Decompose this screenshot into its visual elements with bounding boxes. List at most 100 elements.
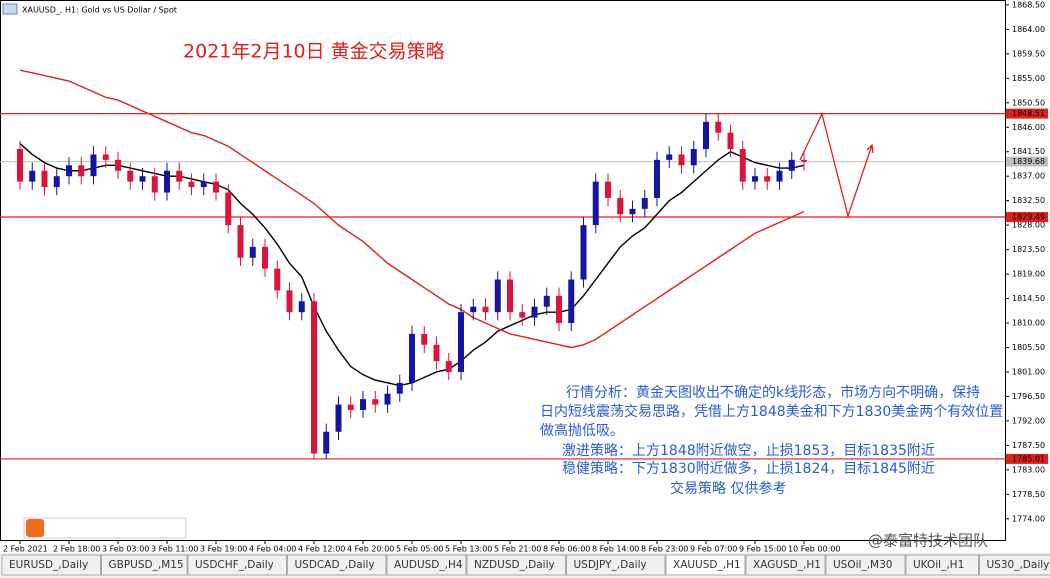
candle-body bbox=[323, 431, 330, 454]
tab bbox=[466, 554, 566, 576]
projection-arrows bbox=[799, 112, 874, 219]
watermark: @泰富特技术团队 bbox=[868, 532, 988, 550]
candle-body bbox=[494, 279, 501, 313]
y-tick-label: 1787.50 bbox=[1012, 441, 1045, 450]
candle-body bbox=[102, 154, 109, 160]
candle-body bbox=[764, 176, 771, 182]
y-tick-label: 1828.00 bbox=[1012, 221, 1045, 230]
candle-body bbox=[115, 159, 121, 171]
candle-body bbox=[445, 361, 452, 372]
tab bbox=[979, 554, 1050, 576]
candle-body bbox=[188, 181, 195, 188]
moving-average bbox=[19, 69, 805, 349]
window-title: XAUUSD_, H1: Gold vs US Dollar / Spot bbox=[22, 6, 177, 15]
tab bbox=[825, 554, 906, 576]
y-tick-label: 1810.00 bbox=[1012, 319, 1045, 328]
x-tick-label: 4 Feb 04:00 bbox=[249, 545, 296, 554]
candle-body bbox=[519, 312, 526, 318]
y-tick-label: 1774.00 bbox=[1012, 514, 1045, 523]
candle-body bbox=[200, 181, 207, 188]
candle-body bbox=[311, 301, 317, 454]
candle-body bbox=[262, 246, 268, 269]
candle-body bbox=[360, 399, 366, 411]
candle-body bbox=[458, 312, 464, 372]
candle-body bbox=[90, 154, 97, 177]
candle-body bbox=[678, 154, 685, 166]
candle-body bbox=[409, 333, 415, 383]
level-tag bbox=[1006, 453, 1048, 464]
candle-body bbox=[739, 149, 746, 182]
tab-label: XAGUSD_,H1 bbox=[753, 559, 821, 571]
candle-body bbox=[213, 181, 219, 193]
y-tick-label: 1832.50 bbox=[1012, 196, 1045, 205]
candle-body bbox=[543, 295, 550, 307]
candle-body bbox=[580, 225, 587, 280]
candle-body bbox=[592, 181, 599, 226]
x-tick-label: 8 Feb 14:00 bbox=[592, 545, 639, 554]
x-tick-label: 8 Feb 23:00 bbox=[641, 545, 688, 554]
candle-body bbox=[605, 181, 611, 198]
level-label: 1829.49 bbox=[1012, 213, 1045, 222]
tab bbox=[566, 554, 666, 576]
y-tick-label: 1783.00 bbox=[1012, 465, 1045, 474]
x-tick-label: 8 Feb 06:00 bbox=[543, 545, 590, 554]
candle-body bbox=[78, 165, 85, 177]
candle-body bbox=[372, 399, 379, 405]
y-tick-label: 1823.50 bbox=[1012, 245, 1045, 254]
candle-body bbox=[654, 159, 660, 198]
annotation-line: 激进策略：上方1848附近做空，止损1853，目标1835附近 bbox=[562, 442, 935, 459]
candle-body bbox=[507, 279, 513, 313]
x-tick-label: 3 Feb 19:00 bbox=[200, 545, 247, 554]
candle-body bbox=[53, 176, 60, 188]
candle-body bbox=[274, 268, 281, 291]
y-tick-label: 1805.50 bbox=[1012, 343, 1045, 352]
ime-toolbar bbox=[23, 517, 187, 539]
candle-body bbox=[421, 333, 428, 345]
candle-body bbox=[801, 159, 807, 162]
annotation-line: 交易策略 仅供参考 bbox=[670, 480, 786, 497]
candle-body bbox=[568, 279, 575, 324]
y-tick-label: 1841.50 bbox=[1012, 147, 1045, 156]
y-tick-label: 1850.50 bbox=[1012, 98, 1045, 107]
y-tick-label: 1814.50 bbox=[1012, 294, 1045, 303]
candle-body bbox=[641, 197, 648, 209]
x-tick-label: 9 Feb 07:00 bbox=[690, 545, 737, 554]
plot bbox=[0, 69, 1005, 460]
price-tag bbox=[1006, 156, 1048, 167]
y-tick-label: 1778.50 bbox=[1012, 490, 1045, 499]
candle-body bbox=[29, 170, 36, 182]
tab-label: AUDUSD_,H4 bbox=[394, 559, 463, 571]
x-tick-label: 5 Feb 21:00 bbox=[494, 545, 541, 554]
toolbar-frame bbox=[23, 517, 187, 539]
annotation-line: 日内短线震荡交易思路，凭借上方1848美金和下方1830美金两个有效位置 bbox=[540, 403, 1003, 420]
tab-label: XAUUSD_,H1 bbox=[673, 559, 741, 571]
plot-frame bbox=[0, 0, 1006, 541]
x-tick-label: 3 Feb 11:00 bbox=[151, 545, 198, 554]
tab-label: USOil_,M30 bbox=[833, 559, 892, 571]
y-tick-label: 1792.00 bbox=[1012, 416, 1045, 425]
price-label: 1839.68 bbox=[1012, 157, 1045, 166]
y-tick-label: 1796.50 bbox=[1012, 392, 1045, 401]
candle-body bbox=[433, 344, 440, 362]
candle-body bbox=[531, 306, 538, 318]
x-tick-label: 3 Feb 03:00 bbox=[102, 545, 149, 554]
candle-body bbox=[151, 176, 158, 193]
y-tick-label: 1837.00 bbox=[1012, 172, 1045, 181]
tab bbox=[905, 554, 979, 576]
candle-body bbox=[164, 170, 170, 193]
y-tick-label: 1801.00 bbox=[1012, 367, 1045, 376]
candle-body bbox=[482, 306, 489, 313]
chart-title: 2021年2月10日 黄金交易策略 bbox=[183, 41, 445, 63]
tab-label: EURUSD_,Daily bbox=[9, 559, 88, 571]
tab bbox=[745, 554, 826, 576]
x-tick-label: 9 Feb 15:00 bbox=[739, 545, 786, 554]
tab bbox=[1, 554, 101, 576]
tab-label: USDCHF_,Daily bbox=[195, 559, 274, 571]
x-tick-label: 4 Feb 12:00 bbox=[298, 545, 345, 554]
candle-body bbox=[470, 306, 477, 313]
candle-body bbox=[139, 176, 146, 182]
tab bbox=[187, 554, 287, 576]
tab-label: US30_,Daily bbox=[987, 559, 1050, 571]
